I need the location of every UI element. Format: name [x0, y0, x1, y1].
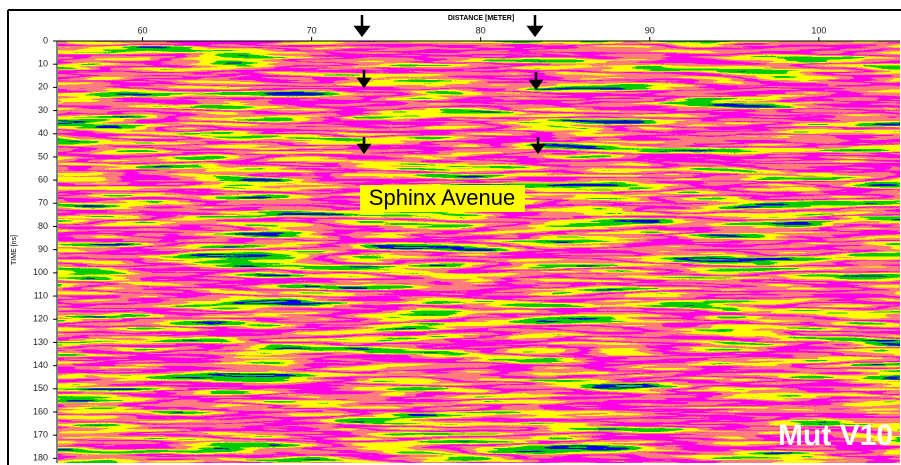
y-tick-label: 170 — [33, 430, 48, 440]
y-tick-label: 50 — [38, 151, 48, 161]
y-tick-label: 90 — [38, 244, 48, 254]
y-tick-label: 20 — [38, 82, 48, 92]
x-axis-label: DISTANCE [METER] — [448, 15, 514, 22]
y-tick-label: 180 — [33, 453, 48, 463]
radargram-image — [58, 41, 900, 463]
y-tick-label: 10 — [38, 59, 48, 69]
y-tick-label: 70 — [38, 198, 48, 208]
y-axis-label: TIME [ns] — [11, 235, 18, 265]
y-tick-label: 120 — [33, 314, 48, 324]
x-tick-label: 100 — [811, 25, 826, 35]
y-tick-label: 100 — [33, 267, 48, 277]
y-tick-label: 140 — [33, 360, 48, 370]
annotation: Sphinx Avenue — [369, 185, 515, 210]
y-tick-label: 160 — [33, 406, 48, 416]
x-tick-label: 90 — [645, 25, 655, 35]
y-tick-label: 130 — [33, 337, 48, 347]
arrows — [353, 15, 546, 155]
y-tick-label: 40 — [38, 128, 48, 138]
y-tick-label: 110 — [34, 290, 48, 300]
y-tick-label: 30 — [38, 105, 48, 115]
annotation-box — [360, 185, 525, 212]
x-tick-label: 80 — [476, 25, 486, 35]
x-tick-label: 70 — [307, 25, 317, 35]
y-tick-label: 80 — [38, 221, 48, 231]
annotation: Mut V10 — [778, 419, 893, 452]
y-tick-label: 150 — [33, 383, 48, 393]
x-tick-label: 60 — [138, 25, 148, 35]
y-tick-label: 60 — [38, 174, 48, 184]
y-tick-label: 0 — [43, 35, 48, 45]
